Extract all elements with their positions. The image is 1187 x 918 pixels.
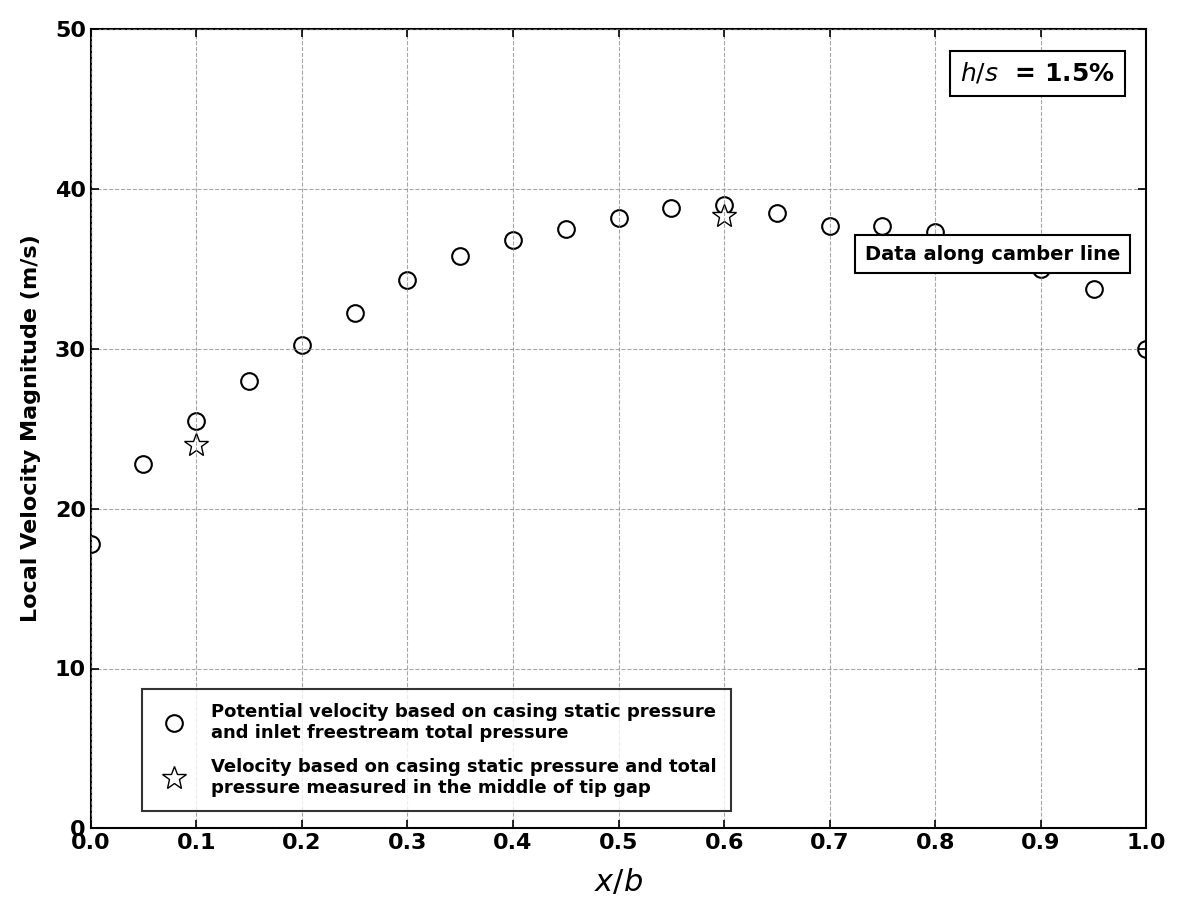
Legend: Potential velocity based on casing static pressure
and inlet freestream total pr: Potential velocity based on casing stati…: [142, 688, 731, 812]
Y-axis label: Local Velocity Magnitude (m/s): Local Velocity Magnitude (m/s): [21, 235, 40, 622]
Text: $\mathit{h/s}$  = 1.5%: $\mathit{h/s}$ = 1.5%: [960, 61, 1115, 85]
Text: Data along camber line: Data along camber line: [864, 245, 1121, 263]
X-axis label: $x/b$: $x/b$: [594, 868, 643, 897]
